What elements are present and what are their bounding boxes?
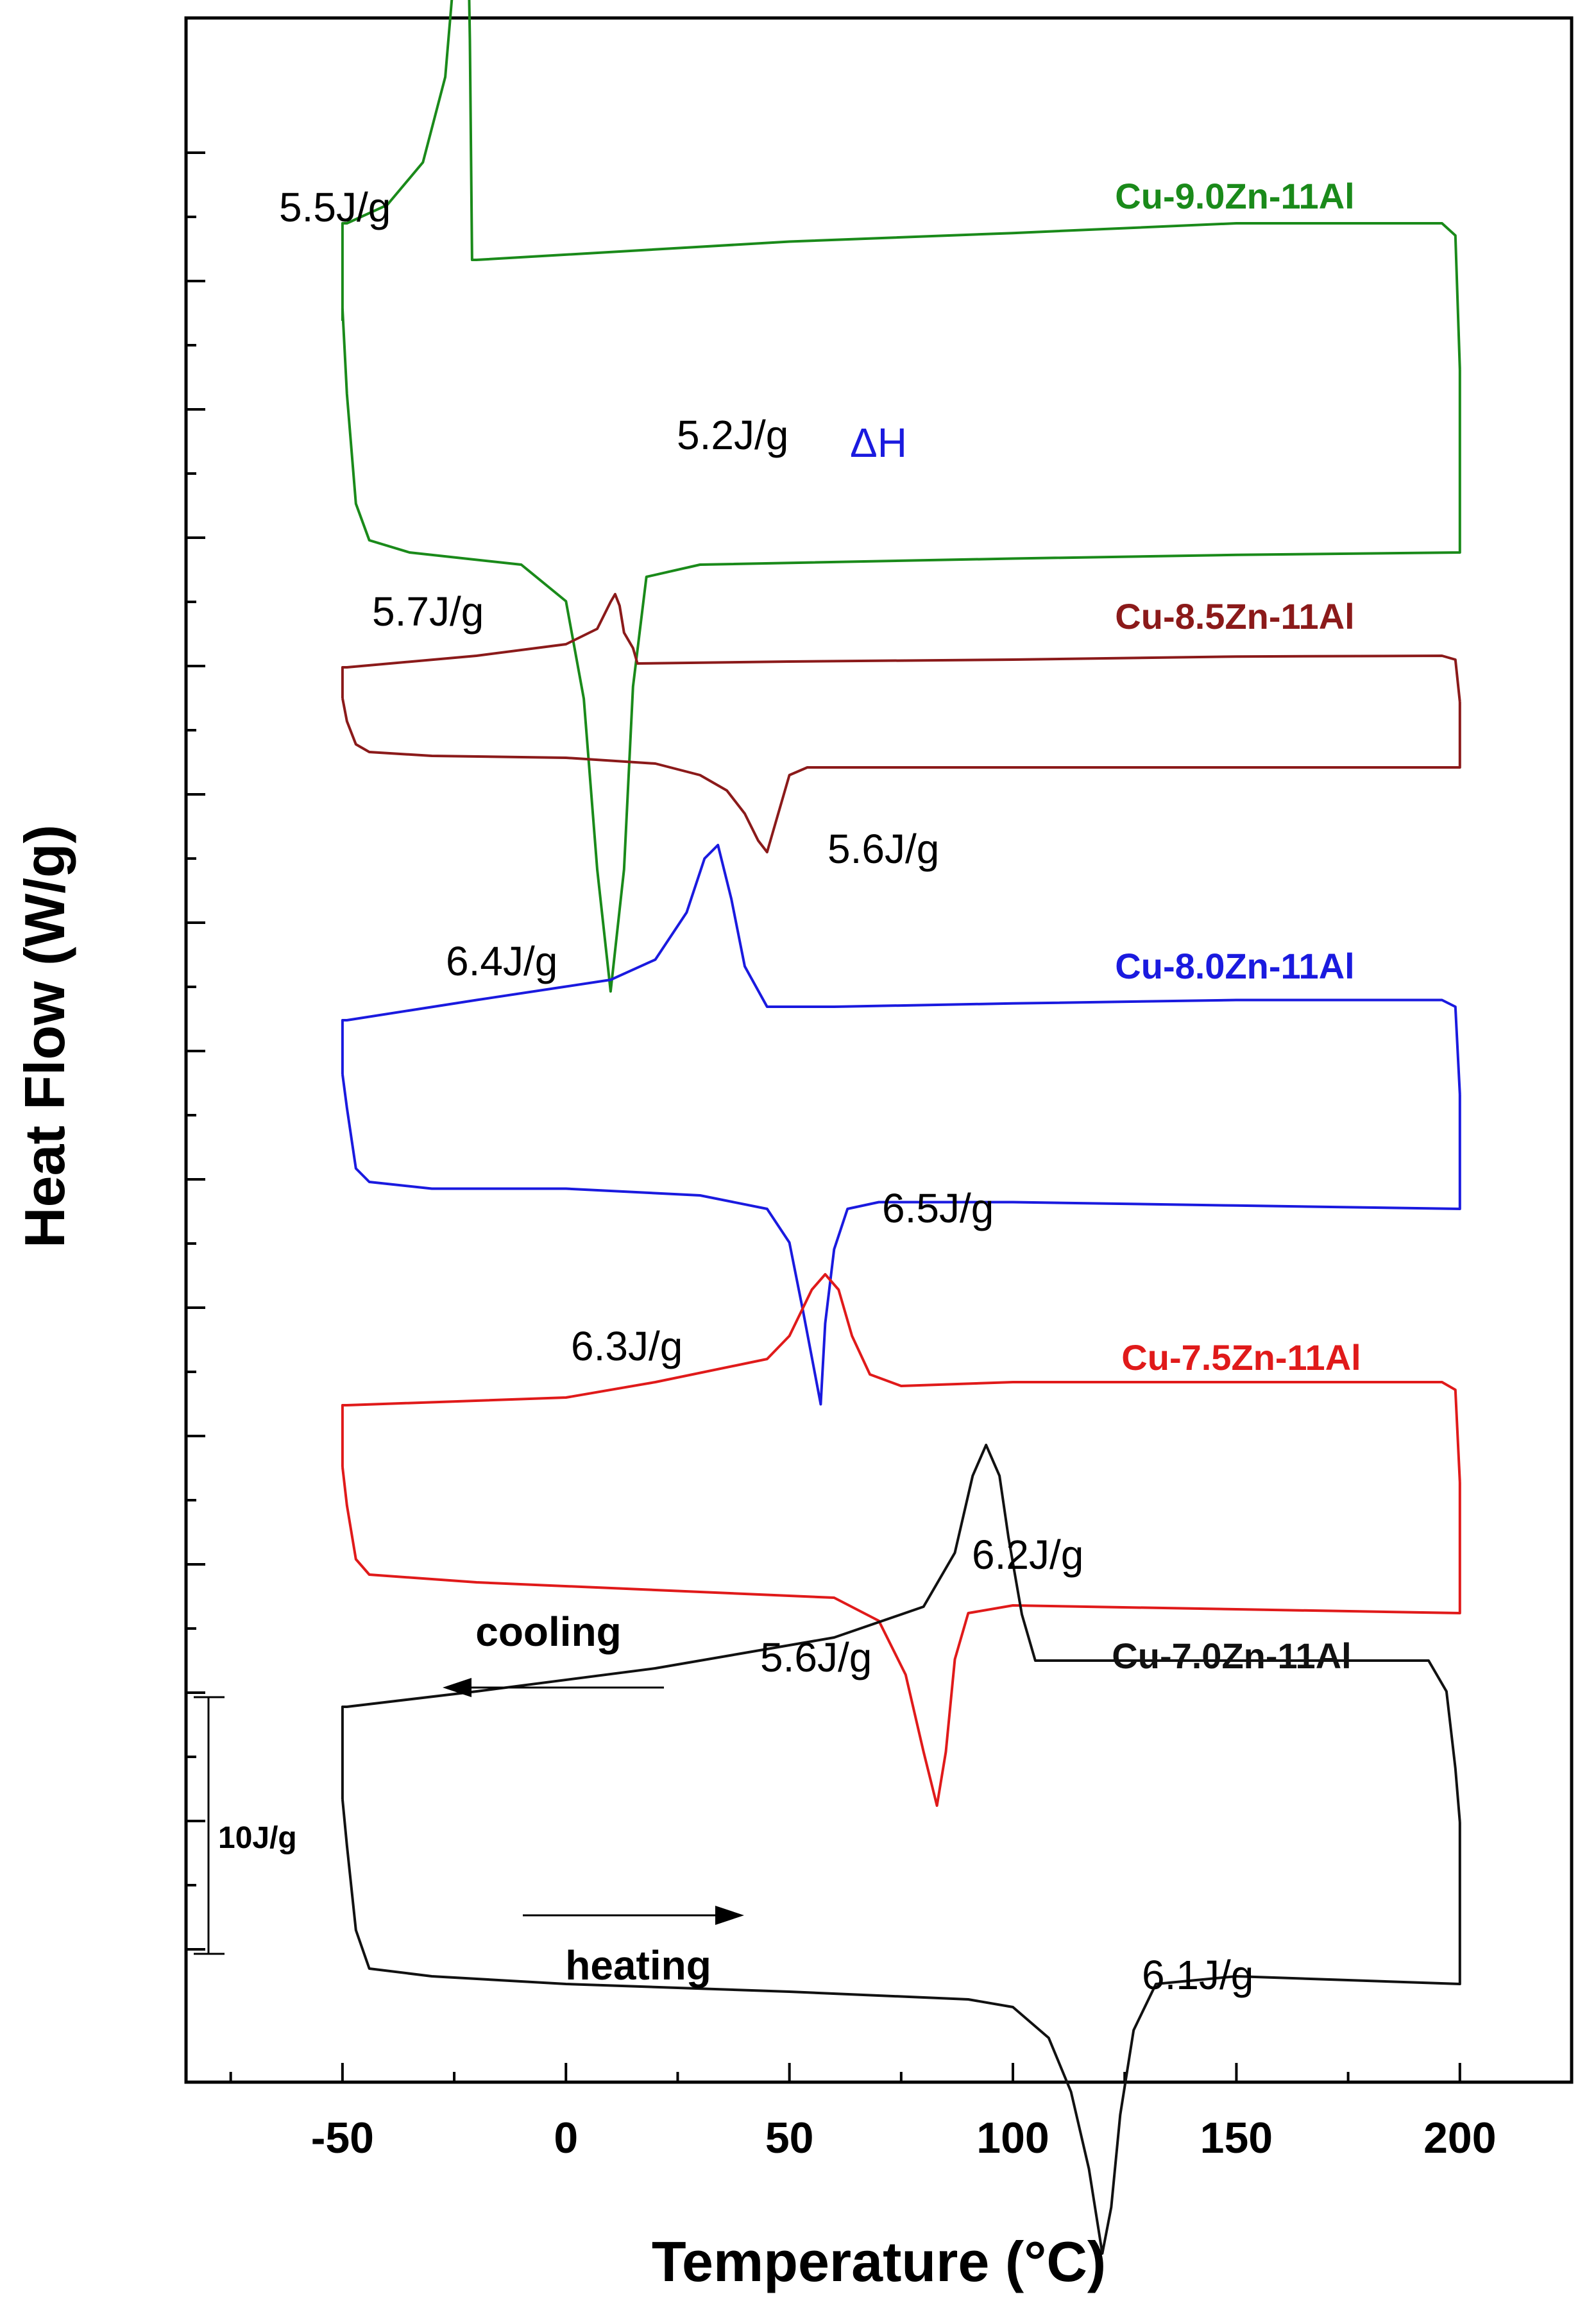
heating-enthalpy-label: 5.2J/g	[677, 412, 788, 458]
cooling-enthalpy-label: 6.4J/g	[446, 938, 557, 984]
scale-bar-label: 10J/g	[218, 1821, 297, 1855]
cooling-enthalpy-label: 5.7J/g	[372, 588, 484, 635]
x-tick-label: 200	[1423, 2114, 1496, 2162]
series-name-label: Cu-7.0Zn-11Al	[1112, 1636, 1351, 1676]
cooling-enthalpy-label: 5.5J/g	[279, 184, 391, 230]
heating-curve	[341, 1466, 1461, 1807]
x-axis-title: Temperature (°C)	[652, 2230, 1106, 2293]
y-axis-title: Heat Flow (W/g)	[13, 825, 76, 1248]
heating-indicator: heating	[523, 1906, 744, 1988]
cooling-label: cooling	[475, 1609, 622, 1655]
cooling-enthalpy-label: 6.3J/g	[571, 1323, 683, 1369]
series-4	[341, 1444, 1461, 2255]
curves-layer	[341, 0, 1461, 2255]
cooling-curve	[341, 844, 1461, 1095]
series-3	[341, 1273, 1461, 1807]
annotation-layer: Cu-9.0Zn-11Al 5.5J/g 5.2J/g Cu-8.5Zn-11Al 5.…	[279, 176, 1361, 1998]
heating-enthalpy-label: 6.1J/g	[1142, 1952, 1253, 1998]
series-1	[341, 593, 1461, 853]
heating-curve	[341, 697, 1461, 853]
y-axis-ticks	[186, 151, 205, 1951]
cooling-curve	[341, 593, 1461, 703]
series-name-label: Cu-8.0Zn-11Al	[1115, 946, 1354, 986]
heating-enthalpy-label: 5.6J/g	[828, 826, 939, 872]
series-name-label: Cu-9.0Zn-11Al	[1115, 176, 1354, 216]
series-0	[341, 0, 1461, 993]
cooling-enthalpy-label: 5.6J/g	[760, 1634, 872, 1680]
heating-curve	[341, 1073, 1461, 1406]
heating-curve	[341, 1799, 1461, 2255]
heating-enthalpy-label: 6.2J/g	[972, 1532, 1083, 1578]
heating-enthalpy-label: 6.5J/g	[882, 1185, 994, 1231]
heating-label: heating	[565, 1942, 711, 1988]
series-name-label: Cu-8.5Zn-11Al	[1115, 596, 1354, 637]
x-tick-label: -50	[311, 2114, 374, 2162]
delta-h-label: ΔH	[850, 420, 907, 466]
x-tick-label: 50	[765, 2114, 814, 2162]
scale-bar: 10J/g	[194, 1696, 297, 1955]
cooling-curve	[341, 1273, 1461, 1483]
x-tick-label: 100	[976, 2114, 1049, 2162]
cooling-indicator: cooling	[443, 1609, 664, 1697]
x-tick-label: 0	[554, 2114, 578, 2162]
series-2	[341, 844, 1461, 1406]
plot-frame	[184, 16, 1574, 2084]
x-tick-label: 150	[1200, 2114, 1273, 2162]
x-axis-ticks: -50 0 50 100 150 200	[229, 2063, 1573, 2162]
series-name-label: Cu-7.5Zn-11Al	[1121, 1337, 1361, 1378]
cooling-curve	[341, 0, 1461, 370]
heating-curve	[341, 308, 1461, 993]
cooling-curve	[341, 1444, 1461, 1823]
